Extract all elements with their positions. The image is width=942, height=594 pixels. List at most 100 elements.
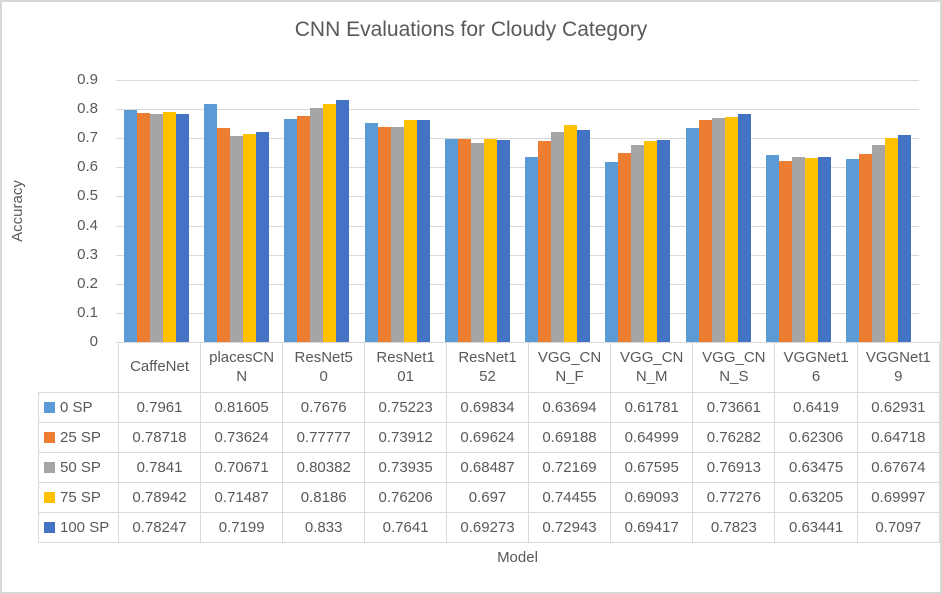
y-tick-label: 0.7 (77, 129, 98, 146)
bar-0-sp-ResNet101 (365, 123, 378, 342)
value-cell-50-sp-VGG_CNN_F: 0.72169 (527, 452, 612, 483)
value-cell-25-sp-VGGNet16: 0.62306 (774, 422, 858, 453)
value-cell-100-sp-VGG_CNN_S: 0.7823 (692, 512, 776, 543)
table-row-25-sp: 25 SP 0.78718 0.73624 0.77777 0.73912 0.69624… (37, 422, 940, 453)
bar-0-sp-VGG_CNN_S (686, 128, 699, 342)
bar-75-sp-VGG_CNN_M (644, 141, 657, 342)
gridline (116, 284, 919, 285)
gridline (116, 80, 919, 81)
bar-25-sp-VGG_CNN_F (538, 141, 551, 342)
gridline (116, 196, 919, 197)
chart-title: CNN Evaluations for Cloudy Category (294, 18, 648, 41)
value-cell-0-sp-ResNet152: 0.69834 (446, 392, 529, 423)
value-cell-25-sp-VGG_CNN_M: 0.64999 (610, 422, 694, 453)
value-cell-50-sp-CaffeNet: 0.7841 (118, 452, 202, 483)
bar-0-sp-VGG_CNN_F (525, 157, 538, 342)
bar-50-sp-VGG_CNN_F (551, 132, 564, 342)
gridline (116, 226, 919, 227)
category-header-VGG_CNN_M: VGG_CN N_M (610, 342, 694, 393)
bar-100-sp-ResNet152 (497, 140, 510, 342)
category-header-VGGNet19: VGGNet1 9 (856, 342, 940, 393)
bar-25-sp-VGG_CNN_M (618, 153, 631, 342)
value-cell-25-sp-VGG_CNN_F: 0.69188 (527, 422, 612, 453)
value-cell-100-sp-VGG_CNN_F: 0.72943 (527, 512, 612, 543)
category-header-ResNet152: ResNet1 52 (446, 342, 529, 393)
value-cell-75-sp-CaffeNet: 0.78942 (118, 482, 202, 513)
value-cell-100-sp-VGG_CNN_M: 0.69417 (610, 512, 694, 543)
bar-25-sp-ResNet101 (378, 127, 391, 342)
value-cell-25-sp-VGGNet19: 0.64718 (856, 422, 940, 453)
value-cell-100-sp-ResNet101: 0.7641 (364, 512, 448, 543)
series-label: 100 SP (37, 512, 120, 543)
value-cell-0-sp-ResNet50: 0.7676 (282, 392, 366, 423)
value-cell-25-sp-VGG_CNN_S: 0.76282 (692, 422, 776, 453)
bar-100-sp-VGGNet16 (818, 157, 831, 342)
category-header-ResNet50: ResNet5 0 (282, 342, 366, 393)
value-cell-75-sp-VGGNet19: 0.69997 (856, 482, 940, 513)
bar-75-sp-ResNet50 (323, 104, 336, 342)
value-cell-50-sp-ResNet101: 0.73935 (364, 452, 448, 483)
value-cell-0-sp-CaffeNet: 0.7961 (118, 392, 202, 423)
bar-0-sp-CaffeNet (124, 110, 137, 342)
bar-50-sp-ResNet101 (391, 127, 404, 342)
value-cell-75-sp-ResNet152: 0.697 (446, 482, 529, 513)
value-cell-100-sp-VGGNet16: 0.63441 (774, 512, 858, 543)
legend-swatch-100-sp (44, 522, 55, 533)
x-axis-title: Model (497, 549, 538, 566)
y-tick-label: 0 (89, 333, 98, 350)
y-tick-label: 0.8 (77, 100, 98, 117)
bar-75-sp-VGG_CNN_F (564, 125, 577, 342)
series-label: 50 SP (37, 452, 120, 483)
y-tick-label: 0.9 (77, 71, 98, 88)
bar-75-sp-placesCNN (243, 134, 256, 342)
series-label: 25 SP (37, 422, 120, 453)
y-tick-label: 0.3 (77, 246, 98, 263)
legend-swatch-25-sp (44, 432, 55, 443)
table-row-100-sp: 100 SP 0.78247 0.7199 0.833 0.7641 0.69273 0.7… (37, 512, 940, 543)
value-cell-75-sp-placesCNN: 0.71487 (200, 482, 284, 513)
category-header-VGG_CNN_F: VGG_CN N_F (527, 342, 612, 393)
value-cell-75-sp-ResNet101: 0.76206 (364, 482, 448, 513)
y-tick-label: 0.2 (77, 275, 98, 292)
category-header-VGGNet16: VGGNet1 6 (774, 342, 858, 393)
bar-25-sp-ResNet50 (297, 116, 310, 342)
table-header-row: CaffeNet placesCN N ResNet5 0 ResNet1 01 ResNet… (39, 342, 940, 393)
value-cell-75-sp-VGG_CNN_S: 0.77276 (692, 482, 776, 513)
table-row-75-sp: 75 SP 0.78942 0.71487 0.8186 0.76206 0.697 0.7… (37, 482, 940, 513)
value-cell-0-sp-VGG_CNN_S: 0.73661 (692, 392, 776, 423)
bar-100-sp-VGG_CNN_F (577, 130, 590, 342)
bar-75-sp-VGG_CNN_S (725, 117, 738, 342)
bar-50-sp-CaffeNet (150, 114, 163, 342)
bar-50-sp-placesCNN (230, 136, 243, 342)
y-tick-label: 0.6 (77, 158, 98, 175)
legend-swatch-50-sp (44, 462, 55, 473)
value-cell-75-sp-VGG_CNN_F: 0.74455 (527, 482, 612, 513)
bar-100-sp-ResNet50 (336, 100, 349, 342)
bar-75-sp-CaffeNet (163, 112, 176, 342)
bar-50-sp-VGG_CNN_S (712, 118, 725, 342)
value-cell-50-sp-placesCNN: 0.70671 (200, 452, 284, 483)
bar-50-sp-VGGNet19 (872, 145, 885, 342)
gridline (116, 167, 919, 168)
category-header-CaffeNet: CaffeNet (118, 342, 202, 393)
bar-75-sp-VGGNet16 (805, 158, 818, 342)
value-cell-0-sp-ResNet101: 0.75223 (364, 392, 448, 423)
value-cell-50-sp-VGGNet16: 0.63475 (774, 452, 858, 483)
y-tick-label: 0.4 (77, 217, 98, 234)
value-cell-100-sp-ResNet152: 0.69273 (446, 512, 529, 543)
bar-75-sp-ResNet152 (484, 139, 497, 342)
value-cell-100-sp-ResNet50: 0.833 (282, 512, 366, 543)
bar-0-sp-VGG_CNN_M (605, 162, 618, 342)
value-cell-50-sp-ResNet152: 0.68487 (446, 452, 529, 483)
value-cell-25-sp-ResNet101: 0.73912 (364, 422, 448, 453)
legend-swatch-75-sp (44, 492, 55, 503)
y-tick-label: 0.1 (77, 304, 98, 321)
gridline (116, 313, 919, 314)
category-header-VGG_CNN_S: VGG_CN N_S (692, 342, 776, 393)
bar-50-sp-ResNet152 (471, 143, 484, 342)
series-label: 75 SP (37, 482, 120, 513)
bar-25-sp-ResNet152 (458, 139, 471, 342)
y-tick-label: 0.5 (77, 187, 98, 204)
plot-area (116, 80, 919, 343)
value-cell-0-sp-VGG_CNN_F: 0.63694 (527, 392, 612, 423)
